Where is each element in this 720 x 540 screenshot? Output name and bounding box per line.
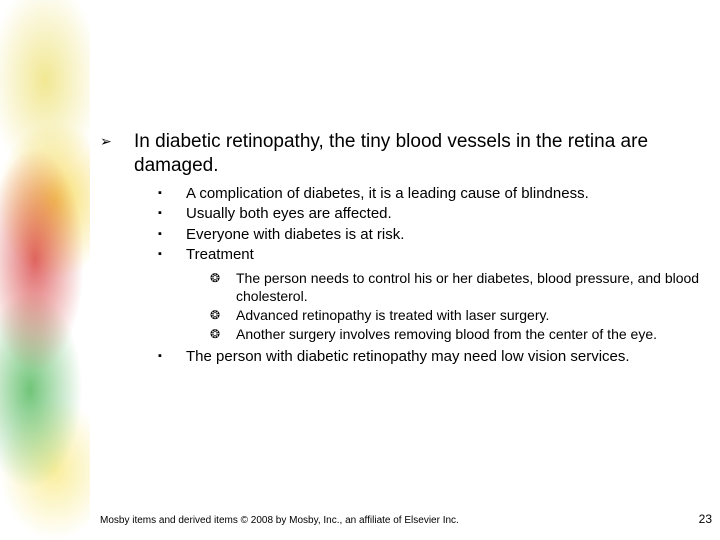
sub-item-text: Treatment [186, 245, 254, 265]
page-number: 23 [699, 512, 712, 526]
treatment-item-text: Advanced retinopathy is treated with las… [236, 306, 549, 324]
sub-item-text: Usually both eyes are affected. [186, 204, 392, 224]
sub-item-text: The person with diabetic retinopathy may… [186, 347, 630, 367]
copyright-footer: Mosby items and derived items © 2008 by … [100, 515, 459, 526]
square-bullet-icon: ▪ [158, 225, 186, 245]
list-item: ▪ Everyone with diabetes is at risk. [158, 225, 700, 245]
list-item: ▪ The person with diabetic retinopathy m… [158, 347, 700, 367]
list-item: ▪ A complication of diabetes, it is a le… [158, 184, 700, 204]
slide-content: ➢ In diabetic retinopathy, the tiny bloo… [100, 130, 700, 368]
sub-item-text: A complication of diabetes, it is a lead… [186, 184, 589, 204]
treatment-item-text: The person needs to control his or her d… [236, 269, 700, 305]
list-item: ❂ The person needs to control his or her… [210, 269, 700, 305]
circle-bullet-icon: ❂ [210, 269, 236, 305]
decorative-sidebar [0, 0, 90, 540]
list-item: ❂ Advanced retinopathy is treated with l… [210, 306, 700, 324]
treatment-list: ❂ The person needs to control his or her… [210, 269, 700, 344]
list-item: ▪ Treatment [158, 245, 700, 265]
sub-item-text: Everyone with diabetes is at risk. [186, 225, 404, 245]
square-bullet-icon: ▪ [158, 347, 186, 367]
circle-bullet-icon: ❂ [210, 306, 236, 324]
square-bullet-icon: ▪ [158, 204, 186, 224]
sub-list: ▪ A complication of diabetes, it is a le… [158, 184, 700, 367]
square-bullet-icon: ▪ [158, 245, 186, 265]
list-item: ❂ Another surgery involves removing bloo… [210, 325, 700, 343]
list-item: ➢ In diabetic retinopathy, the tiny bloo… [100, 130, 700, 178]
treatment-item-text: Another surgery involves removing blood … [236, 325, 657, 343]
main-point-text: In diabetic retinopathy, the tiny blood … [134, 130, 700, 178]
square-bullet-icon: ▪ [158, 184, 186, 204]
list-item: ▪ Usually both eyes are affected. [158, 204, 700, 224]
chevron-right-icon: ➢ [100, 130, 134, 178]
circle-bullet-icon: ❂ [210, 325, 236, 343]
